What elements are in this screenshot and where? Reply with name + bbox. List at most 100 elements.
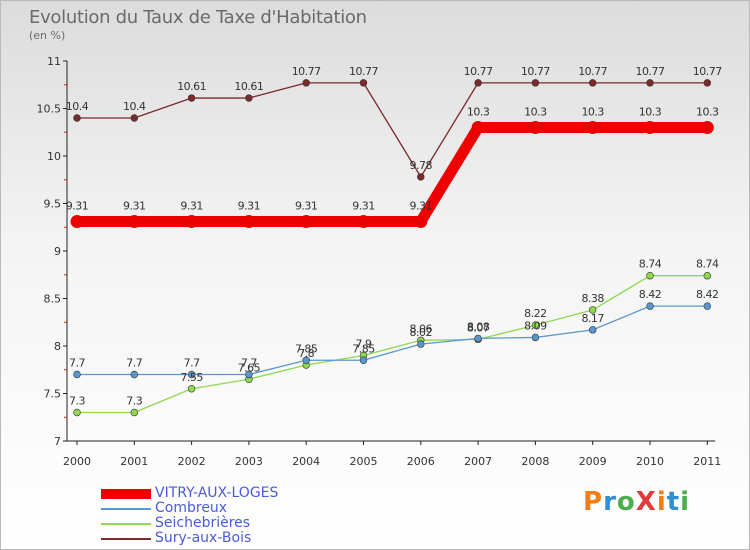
data-point xyxy=(531,79,540,87)
data-label: 8.74 xyxy=(639,258,662,271)
data-point xyxy=(242,215,256,229)
data-point xyxy=(588,326,597,334)
data-point xyxy=(531,321,540,329)
x-tick-label: 2009 xyxy=(579,455,607,468)
data-label: 10.77 xyxy=(349,65,378,78)
logo-letter: i xyxy=(656,487,667,517)
data-point xyxy=(299,215,313,229)
data-label: 8.22 xyxy=(524,307,547,320)
x-tick-label: 2006 xyxy=(407,455,435,468)
data-label: 8.74 xyxy=(696,258,719,271)
data-label: 10.3 xyxy=(581,106,604,119)
x-tick-label: 2001 xyxy=(120,455,148,468)
data-label: 7.3 xyxy=(69,395,85,408)
legend-swatch xyxy=(101,523,151,525)
x-tick-label: 2004 xyxy=(292,455,320,468)
data-label: 7.7 xyxy=(69,357,85,370)
data-label: 7.85 xyxy=(295,342,318,355)
y-tick-label: 10.5 xyxy=(37,103,62,116)
data-label: 8.09 xyxy=(524,319,547,332)
data-label: 10.61 xyxy=(177,80,206,93)
logo-letter: r xyxy=(603,487,617,517)
x-tick-label: 2007 xyxy=(464,455,492,468)
data-label: 10.77 xyxy=(636,65,665,78)
data-label: 10.3 xyxy=(524,106,547,119)
legend-label: Seichebrières xyxy=(155,515,251,531)
data-point xyxy=(531,333,540,342)
data-point xyxy=(70,215,84,229)
data-point xyxy=(646,302,654,310)
data-point xyxy=(187,370,196,379)
data-label: 10.77 xyxy=(464,65,493,78)
data-point xyxy=(73,370,81,379)
data-label: 9.31 xyxy=(410,200,433,213)
series-line-sury-aux-bois xyxy=(76,82,708,178)
y-tick-label: 7 xyxy=(54,435,61,448)
data-point xyxy=(646,79,654,87)
data-point xyxy=(474,334,482,343)
data-point xyxy=(417,173,425,181)
legend-label: Sury-aux-Bois xyxy=(155,530,252,546)
legend-swatch xyxy=(101,538,151,540)
data-label: 9.31 xyxy=(352,200,375,213)
series-line-vitry-aux-loges xyxy=(71,122,713,228)
data-label: 10.77 xyxy=(521,65,550,78)
data-label: 10.4 xyxy=(66,100,89,113)
data-label: 9.31 xyxy=(295,200,318,213)
legend-swatch xyxy=(101,489,151,499)
data-point xyxy=(130,114,139,122)
data-label: 7.7 xyxy=(241,357,257,370)
data-label: 9.78 xyxy=(410,159,433,172)
data-label: 7.65 xyxy=(238,361,261,374)
data-point xyxy=(245,94,253,102)
series-layer xyxy=(70,79,714,417)
data-label: 10.77 xyxy=(292,65,321,78)
data-point xyxy=(130,408,139,417)
x-tick-label: 2003 xyxy=(235,455,263,468)
data-point xyxy=(700,121,714,134)
logo-letter: P xyxy=(583,487,604,517)
data-point xyxy=(414,215,428,229)
data-point xyxy=(359,356,368,364)
data-point xyxy=(703,79,711,87)
data-label: 7.7 xyxy=(184,357,200,370)
data-point xyxy=(703,272,711,280)
x-tick-label: 2005 xyxy=(350,455,378,468)
data-point xyxy=(528,121,542,134)
data-point xyxy=(643,121,657,134)
data-label: 8.42 xyxy=(639,288,662,301)
legend-swatch xyxy=(101,508,151,510)
data-label: 10.77 xyxy=(693,65,722,78)
y-tick-label: 9.5 xyxy=(44,198,62,211)
y-tick-label: 8.5 xyxy=(44,293,62,306)
data-label: 7.8 xyxy=(298,347,314,360)
x-tick-label: 2000 xyxy=(63,455,91,468)
data-point xyxy=(302,356,310,364)
data-point xyxy=(471,121,485,134)
chart-title: Evolution du Taux de Taxe d'Habitation xyxy=(29,7,367,28)
data-label: 8.42 xyxy=(696,288,719,301)
data-label: 7.7 xyxy=(126,357,142,370)
data-label: 8.07 xyxy=(467,321,490,334)
data-point xyxy=(357,215,370,229)
data-point xyxy=(245,370,253,379)
unit-label: (en %) xyxy=(29,29,66,42)
legend-label: Combreux xyxy=(155,500,228,516)
data-label: 9.31 xyxy=(180,200,203,213)
series-line-combreux xyxy=(76,305,708,376)
x-tick-label: 2002 xyxy=(178,455,206,468)
data-label: 8.08 xyxy=(467,320,490,333)
y-tick-label: 10 xyxy=(47,150,61,163)
data-label: 7.55 xyxy=(180,371,203,384)
y-tick-label: 9 xyxy=(54,245,61,258)
data-point xyxy=(588,306,597,314)
data-point xyxy=(703,302,711,310)
data-label: 8.38 xyxy=(581,292,604,305)
x-tick-label: 2011 xyxy=(693,455,721,468)
data-point xyxy=(187,94,196,102)
data-label: 8.17 xyxy=(581,312,604,325)
data-point xyxy=(130,370,139,379)
series-line-seichebri-res xyxy=(76,275,708,414)
data-point xyxy=(187,385,196,393)
logo-letter: o xyxy=(616,487,636,517)
